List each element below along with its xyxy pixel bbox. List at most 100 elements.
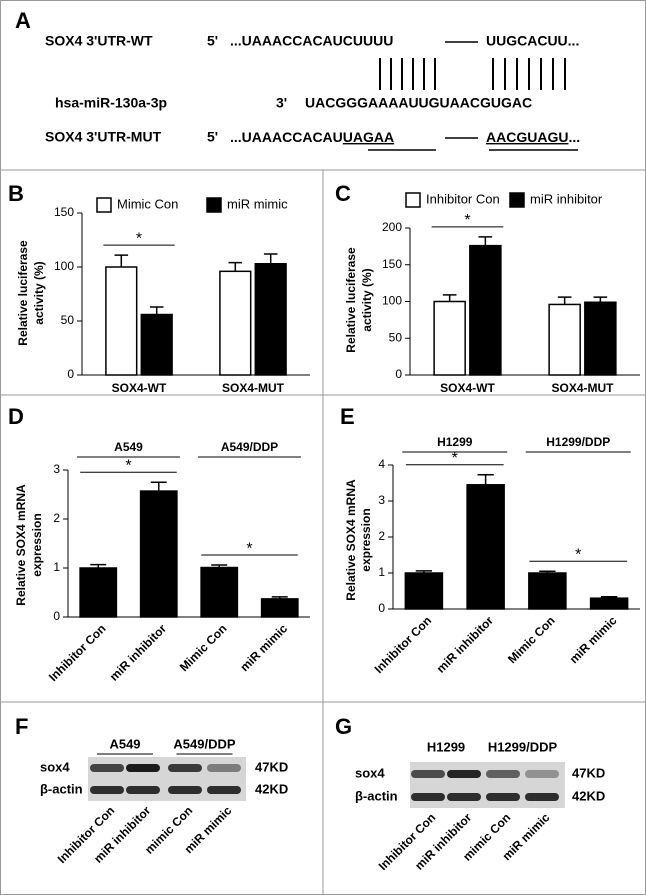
y-axis-label: Relative SOX4 mRNA: [344, 479, 358, 601]
y-tick-label: 0: [378, 601, 385, 615]
blot-band: [90, 786, 124, 794]
band-size: 47KD: [572, 765, 605, 780]
y-tick-label: 100: [54, 259, 74, 273]
bar: [469, 244, 502, 376]
band-size: 42KD: [255, 781, 288, 796]
blot-band: [525, 770, 559, 778]
blot-band: [207, 764, 241, 772]
error-bar: [149, 306, 164, 315]
group-label: H1299: [437, 435, 473, 449]
significance-label: *: [464, 212, 470, 229]
x-tick-label: Inhibitor Con: [46, 621, 109, 684]
seq-label: hsa-miR-130a-3p: [55, 95, 167, 111]
y-tick-label: 2: [378, 529, 385, 543]
x-tick-label: miR inhibitor: [107, 621, 169, 683]
legend-swatch: [96, 197, 112, 213]
bar: [589, 597, 629, 610]
error-bar: [557, 296, 572, 305]
bar: [260, 598, 299, 618]
panel-letter: E: [340, 404, 355, 429]
y-tick-label: 2: [53, 511, 60, 525]
error-bar: [442, 294, 457, 302]
row-label: sox4: [355, 765, 385, 780]
y-axis-label: Relative luciferase: [16, 240, 30, 346]
significance-label: *: [246, 540, 252, 557]
error-bar: [150, 481, 167, 492]
bar: [528, 572, 567, 610]
y-tick-label: 150: [382, 257, 402, 271]
y-tick-label: 0: [53, 609, 60, 623]
bar: [433, 300, 466, 376]
bar: [404, 572, 444, 610]
blot-band: [90, 764, 124, 772]
seq-label: SOX4 3'UTR-MUT: [45, 129, 162, 145]
x-tick-label: SOX4-WT: [112, 381, 167, 395]
y-tick-label: 3: [53, 462, 60, 476]
error-bar: [228, 261, 243, 272]
y-axis-label: activity (%): [32, 261, 46, 324]
blot-band: [126, 786, 160, 794]
bar: [79, 567, 118, 618]
bar: [254, 263, 287, 376]
x-tick-label: miR mimic: [237, 621, 290, 674]
y-tick-label: 200: [382, 220, 402, 234]
blot-band: [126, 764, 160, 772]
legend-swatch: [206, 197, 222, 213]
y-axis-label: activity (%): [360, 268, 374, 331]
blot-band: [411, 770, 445, 778]
y-tick-label: 4: [378, 457, 385, 471]
significance-label: *: [452, 450, 458, 467]
seq-label: SOX4 3'UTR-WT: [45, 33, 153, 49]
panel-letter: D: [8, 404, 24, 429]
error-bar: [114, 254, 129, 267]
group-label: A549: [114, 440, 143, 454]
y-tick-label: 1: [378, 565, 385, 579]
legend-label: miR mimic: [227, 196, 288, 211]
error-bar: [593, 296, 608, 303]
pairing-lines: [379, 58, 566, 90]
row-label: β-actin: [40, 781, 83, 796]
sequence-part: ...UAAACCACAU: [230, 129, 343, 145]
blot-band: [486, 770, 520, 778]
group-label: H1299: [427, 739, 465, 754]
y-tick-label: 50: [389, 330, 403, 344]
x-tick-label: SOX4-WT: [440, 381, 495, 395]
bar: [584, 301, 617, 376]
bar: [139, 490, 178, 618]
error-bar: [263, 253, 278, 264]
blot-band: [168, 764, 202, 772]
y-tick-label: 0: [67, 367, 74, 381]
y-tick-label: 50: [61, 313, 75, 327]
error-bar: [415, 570, 433, 573]
legend-label: miR inhibitor: [530, 191, 603, 206]
error-bar: [478, 236, 493, 246]
row-label: sox4: [40, 759, 70, 774]
panel-letter: B: [8, 181, 24, 206]
significance-label: *: [136, 230, 142, 247]
band-size: 47KD: [255, 759, 288, 774]
group-label: A549/DDP: [173, 736, 235, 751]
error-bar: [271, 596, 288, 599]
group-label: H1299/DDP: [488, 739, 558, 754]
seq-prefix: 3': [276, 95, 287, 111]
significance-label: *: [575, 546, 581, 563]
error-bar: [90, 563, 107, 568]
mutated-site: UAGAA: [343, 129, 394, 145]
y-tick-label: 100: [382, 294, 402, 308]
bar: [466, 484, 505, 610]
blot-band: [207, 786, 241, 794]
sequence: AACGUAGU...: [486, 129, 580, 145]
error-bar: [539, 570, 556, 573]
y-axis-label: Relative luciferase: [344, 247, 358, 353]
x-tick-label: miR inhibitor: [434, 613, 496, 675]
panel-letter: F: [15, 714, 28, 739]
blot-membrane: [410, 762, 565, 808]
bar: [219, 270, 252, 376]
blot-membrane: [88, 757, 246, 801]
sequence: UUGCACUU...: [486, 33, 579, 49]
x-tick-label: Mimic Con: [177, 621, 230, 674]
blot-band: [168, 786, 202, 794]
row-label: β-actin: [355, 788, 398, 803]
panel-letter: G: [335, 714, 352, 739]
